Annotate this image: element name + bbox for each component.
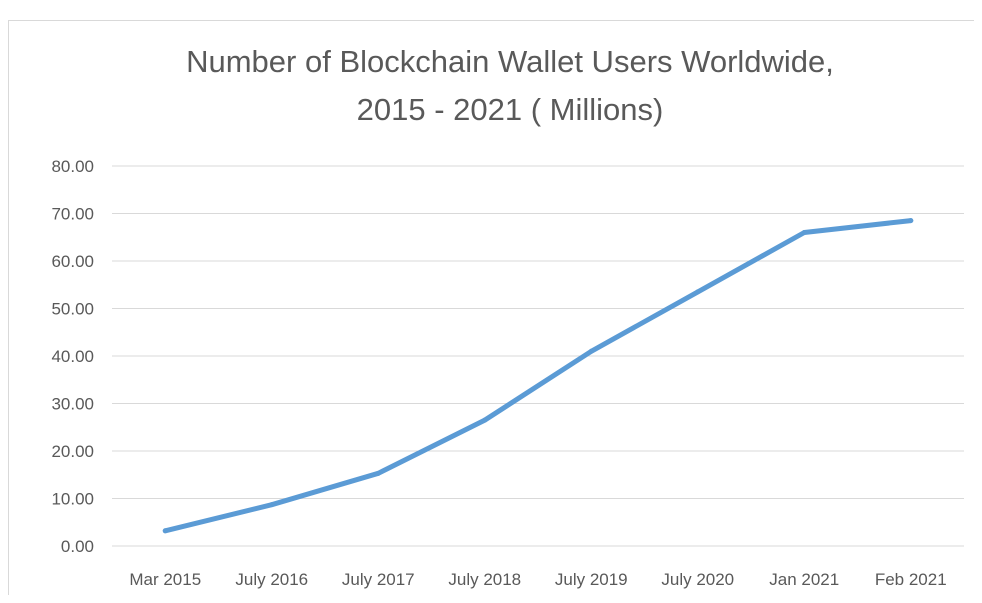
x-tick-label: July 2020 bbox=[661, 570, 734, 589]
y-tick-label: 70.00 bbox=[51, 205, 94, 224]
y-tick-label: 40.00 bbox=[51, 347, 94, 366]
chart-border bbox=[8, 20, 974, 595]
data-point bbox=[908, 218, 914, 224]
chart-title: Number of Blockchain Wallet Users Worldw… bbox=[80, 38, 940, 134]
data-point bbox=[588, 348, 594, 354]
chart-title-line-1: Number of Blockchain Wallet Users Worldw… bbox=[186, 44, 834, 79]
data-point bbox=[482, 417, 488, 423]
chart-title-line-2: 2015 - 2021 ( Millions) bbox=[356, 92, 664, 127]
data-point bbox=[695, 289, 701, 295]
y-tick-label: 50.00 bbox=[51, 300, 94, 319]
data-point bbox=[375, 470, 381, 476]
data-point bbox=[801, 230, 807, 235]
y-tick-label: 60.00 bbox=[51, 252, 94, 271]
y-tick-label: 30.00 bbox=[51, 395, 94, 414]
y-tick-label: 10.00 bbox=[51, 490, 94, 509]
x-tick-label: Jan 2021 bbox=[769, 570, 839, 589]
y-axis-tick-labels: 0.00 10.00 20.00 30.00 40.00 50.00 60.00 70.00 8… bbox=[51, 157, 94, 556]
x-tick-label: July 2017 bbox=[342, 570, 415, 589]
x-tick-label: Mar 2015 bbox=[129, 570, 201, 589]
data-point bbox=[269, 502, 275, 508]
y-tick-label: 80.00 bbox=[51, 157, 94, 176]
x-tick-label: July 2016 bbox=[235, 570, 308, 589]
series-line-0 bbox=[162, 218, 914, 534]
x-tick-label: July 2018 bbox=[448, 570, 521, 589]
y-tick-label: 20.00 bbox=[51, 442, 94, 461]
x-tick-label: July 2019 bbox=[555, 570, 628, 589]
x-axis-tick-labels: Mar 2015 July 2016 July 2017 July 2018 July … bbox=[129, 570, 946, 589]
series-layer bbox=[162, 218, 914, 534]
y-tick-label: 0.00 bbox=[61, 537, 94, 556]
x-tick-label: Feb 2021 bbox=[875, 570, 947, 589]
data-point bbox=[162, 528, 168, 534]
gridlines bbox=[112, 165, 964, 547]
